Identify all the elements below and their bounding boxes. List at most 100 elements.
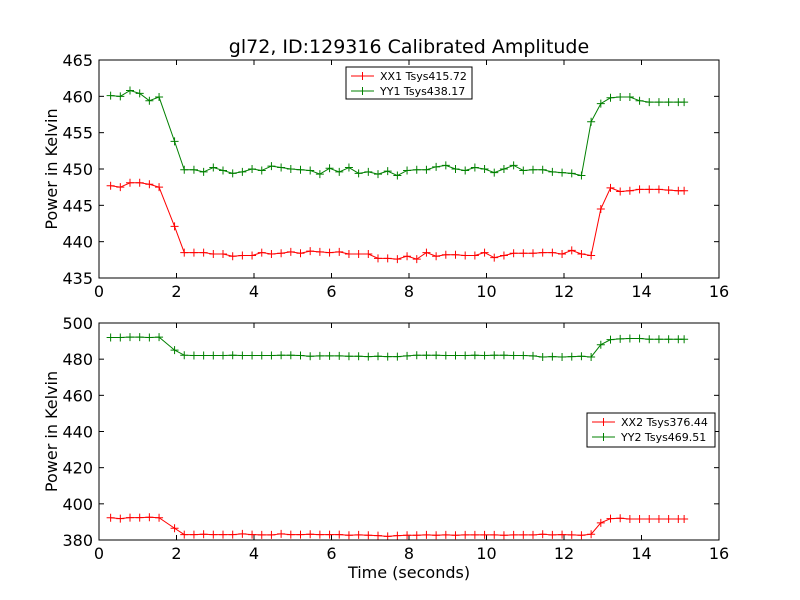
data-point [645, 515, 654, 524]
data-point [587, 117, 596, 126]
data-point [587, 530, 596, 539]
data-point [383, 254, 392, 263]
data-point [180, 530, 189, 539]
data-point [519, 530, 528, 539]
data-point [106, 513, 115, 522]
data-point [180, 165, 189, 174]
data-point [126, 513, 134, 522]
data-point [296, 530, 305, 539]
legend-entry: YY1 Tsys438.17 [379, 85, 465, 98]
y-tick-label: 460 [62, 87, 93, 106]
data-point [412, 255, 421, 264]
data-point [596, 204, 605, 213]
legend-marker [358, 72, 367, 80]
data-point [422, 351, 431, 360]
series-2 [106, 333, 689, 361]
data-point [277, 529, 286, 538]
legend-box [586, 412, 716, 448]
data-point [325, 164, 334, 173]
legend: XX1 Tsys415.72 YY1 Tsys438.17 [345, 66, 473, 100]
data-point [538, 165, 547, 174]
data-point [219, 250, 227, 259]
data-point [499, 251, 508, 260]
data-point [432, 531, 441, 540]
legend: XX2 Tsys376.44 YY2 Tsys469.51 [586, 412, 716, 448]
data-point [145, 333, 154, 342]
y-tick-label: 480 [62, 350, 93, 369]
data-point [126, 86, 134, 95]
y-tick-label: 380 [62, 531, 93, 550]
y-tick-label: 440 [62, 233, 93, 252]
data-point [509, 161, 518, 170]
data-point [509, 351, 518, 360]
data-point [529, 249, 537, 258]
data-point [257, 351, 266, 360]
chart-title: gl72, ID:129316 Calibrated Amplitude [229, 36, 589, 58]
data-point [441, 161, 450, 170]
data-point [577, 352, 586, 361]
legend-marker [599, 433, 608, 441]
data-point [480, 351, 489, 360]
data-point [335, 167, 344, 176]
series-2 [106, 86, 689, 180]
data-point [538, 248, 547, 257]
data-point [451, 165, 460, 173]
data-point [296, 165, 305, 174]
data-point [238, 351, 247, 360]
data-point [374, 352, 382, 361]
data-point [354, 352, 363, 361]
data-point [680, 335, 689, 344]
y-axis-label: Power in Kelvin [42, 108, 61, 229]
data-point [645, 185, 654, 194]
x-tick-label: 10 [476, 282, 496, 301]
data-point [257, 166, 266, 175]
data-point [135, 513, 144, 522]
data-point [277, 249, 286, 258]
data-point [606, 514, 615, 523]
data-point [461, 530, 470, 539]
data-point [490, 351, 499, 360]
data-point [344, 352, 353, 361]
y-tick-label: 465 [62, 51, 93, 70]
data-point [470, 163, 479, 172]
data-point [422, 248, 431, 257]
data-point [616, 334, 625, 343]
data-point [364, 531, 373, 540]
data-point [325, 530, 334, 539]
y-tick-label: 440 [62, 423, 93, 442]
data-point [306, 352, 315, 361]
data-point [219, 530, 227, 539]
data-point [558, 168, 567, 177]
data-point [170, 346, 179, 355]
legend-entry: YY2 Tsys469.51 [620, 431, 706, 444]
data-point [354, 530, 363, 539]
data-point [529, 351, 537, 360]
data-point [180, 351, 189, 360]
x-tick-label: 8 [404, 544, 414, 563]
data-point [441, 250, 450, 259]
legend-marker [358, 87, 367, 95]
data-point [199, 248, 208, 257]
data-point [509, 530, 518, 539]
data-point [238, 167, 247, 176]
data-point [470, 351, 479, 360]
data-point [170, 524, 179, 533]
data-point [238, 251, 247, 260]
x-tick-label: 14 [631, 282, 651, 301]
y-tick-label: 500 [62, 314, 93, 333]
data-point [383, 352, 392, 361]
data-point [393, 171, 402, 180]
y-tick-label: 445 [62, 196, 93, 215]
data-point [645, 98, 654, 107]
data-point [654, 185, 663, 194]
data-point [248, 251, 257, 260]
data-point [335, 351, 344, 360]
data-point [344, 163, 353, 172]
x-tick-label: 2 [171, 282, 181, 301]
data-point [393, 255, 402, 264]
data-point [470, 530, 479, 539]
data-point [155, 333, 164, 342]
data-point [499, 531, 508, 540]
data-point [432, 162, 441, 171]
data-point [374, 531, 382, 540]
